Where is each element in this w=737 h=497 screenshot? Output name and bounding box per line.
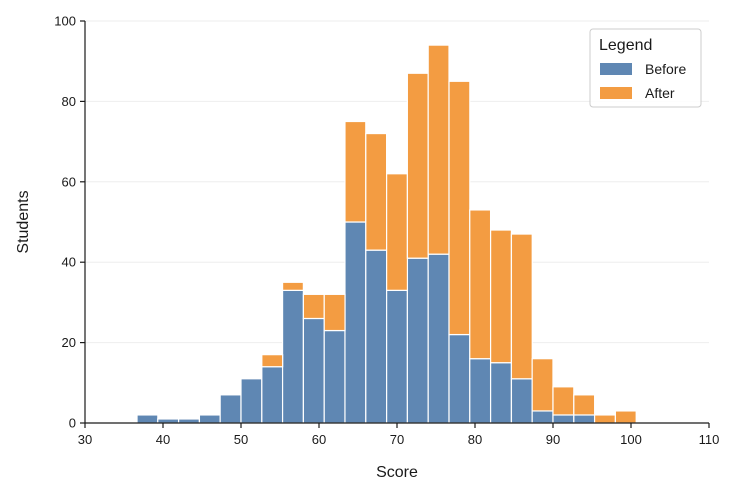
bar-before-6 [261,366,284,424]
bar-after-20 [552,386,575,416]
bar-after-6 [261,354,284,368]
x-tick-label-40: 40 [156,432,170,447]
y-tick-label-80: 80 [62,94,76,109]
legend-title: Legend [599,37,652,54]
bar-after-7 [281,281,304,291]
bar-after-19 [531,358,554,412]
y-tick-label-20: 20 [62,335,76,350]
bar-after-8 [302,293,325,320]
bar-after-12 [386,173,409,291]
bar-before-8 [302,317,325,424]
bar-before-12 [386,289,409,424]
bar-after-22 [593,414,616,424]
bar-before-4 [219,394,242,424]
bar-before-18 [510,378,533,424]
x-tick-label-50: 50 [234,432,248,447]
x-tick-label-80: 80 [468,432,482,447]
x-tick-label-70: 70 [390,432,404,447]
legend: Legend Before After [589,28,702,108]
bar-after-23 [614,410,637,424]
bar-before-7 [281,289,304,424]
bar-after-10 [344,120,367,223]
bar-after-15 [448,80,471,336]
bar-before-19 [531,410,554,424]
x-tick-label-110: 110 [699,432,720,447]
x-axis-title: Score [376,464,418,481]
bar-before-0 [136,414,159,424]
legend-label-after: After [645,85,675,101]
bar-after-18 [510,233,533,380]
histogram-bars [136,44,637,424]
bar-after-13 [406,72,429,259]
y-axis-title: Students [15,190,32,253]
bar-before-11 [365,249,388,424]
bar-before-21 [573,414,596,424]
y-tick-label-40: 40 [62,255,76,270]
bar-before-20 [552,414,575,424]
bar-before-16 [469,358,492,424]
bar-before-9 [323,329,346,424]
x-tick-label-90: 90 [546,432,560,447]
bar-after-21 [573,394,596,416]
bar-before-5 [240,378,263,424]
bar-after-9 [323,293,346,332]
tick-labels: 30 40 50 60 70 80 90 100 110 0 20 40 60 80 100 [54,14,719,448]
bar-before-1 [157,418,180,424]
bar-after-11 [365,132,388,251]
bar-before-13 [406,257,429,424]
legend-label-before: Before [645,61,686,77]
bar-before-10 [344,221,367,424]
x-tick-label-30: 30 [78,432,92,447]
y-tick-label-60: 60 [62,174,76,189]
bar-before-15 [448,333,471,424]
x-tick-label-60: 60 [312,432,326,447]
bar-after-17 [490,229,513,364]
y-tick-label-100: 100 [54,14,76,29]
axes [80,20,710,428]
bar-before-17 [490,362,513,424]
legend-swatch-after [600,87,632,99]
bar-before-2 [178,418,201,424]
bar-before-3 [198,414,221,424]
y-tick-label-0: 0 [69,416,76,431]
bar-after-16 [469,209,492,360]
bar-before-14 [427,253,450,424]
legend-swatch-before [600,63,632,75]
bar-after-14 [427,44,450,255]
x-tick-label-100: 100 [620,432,642,447]
